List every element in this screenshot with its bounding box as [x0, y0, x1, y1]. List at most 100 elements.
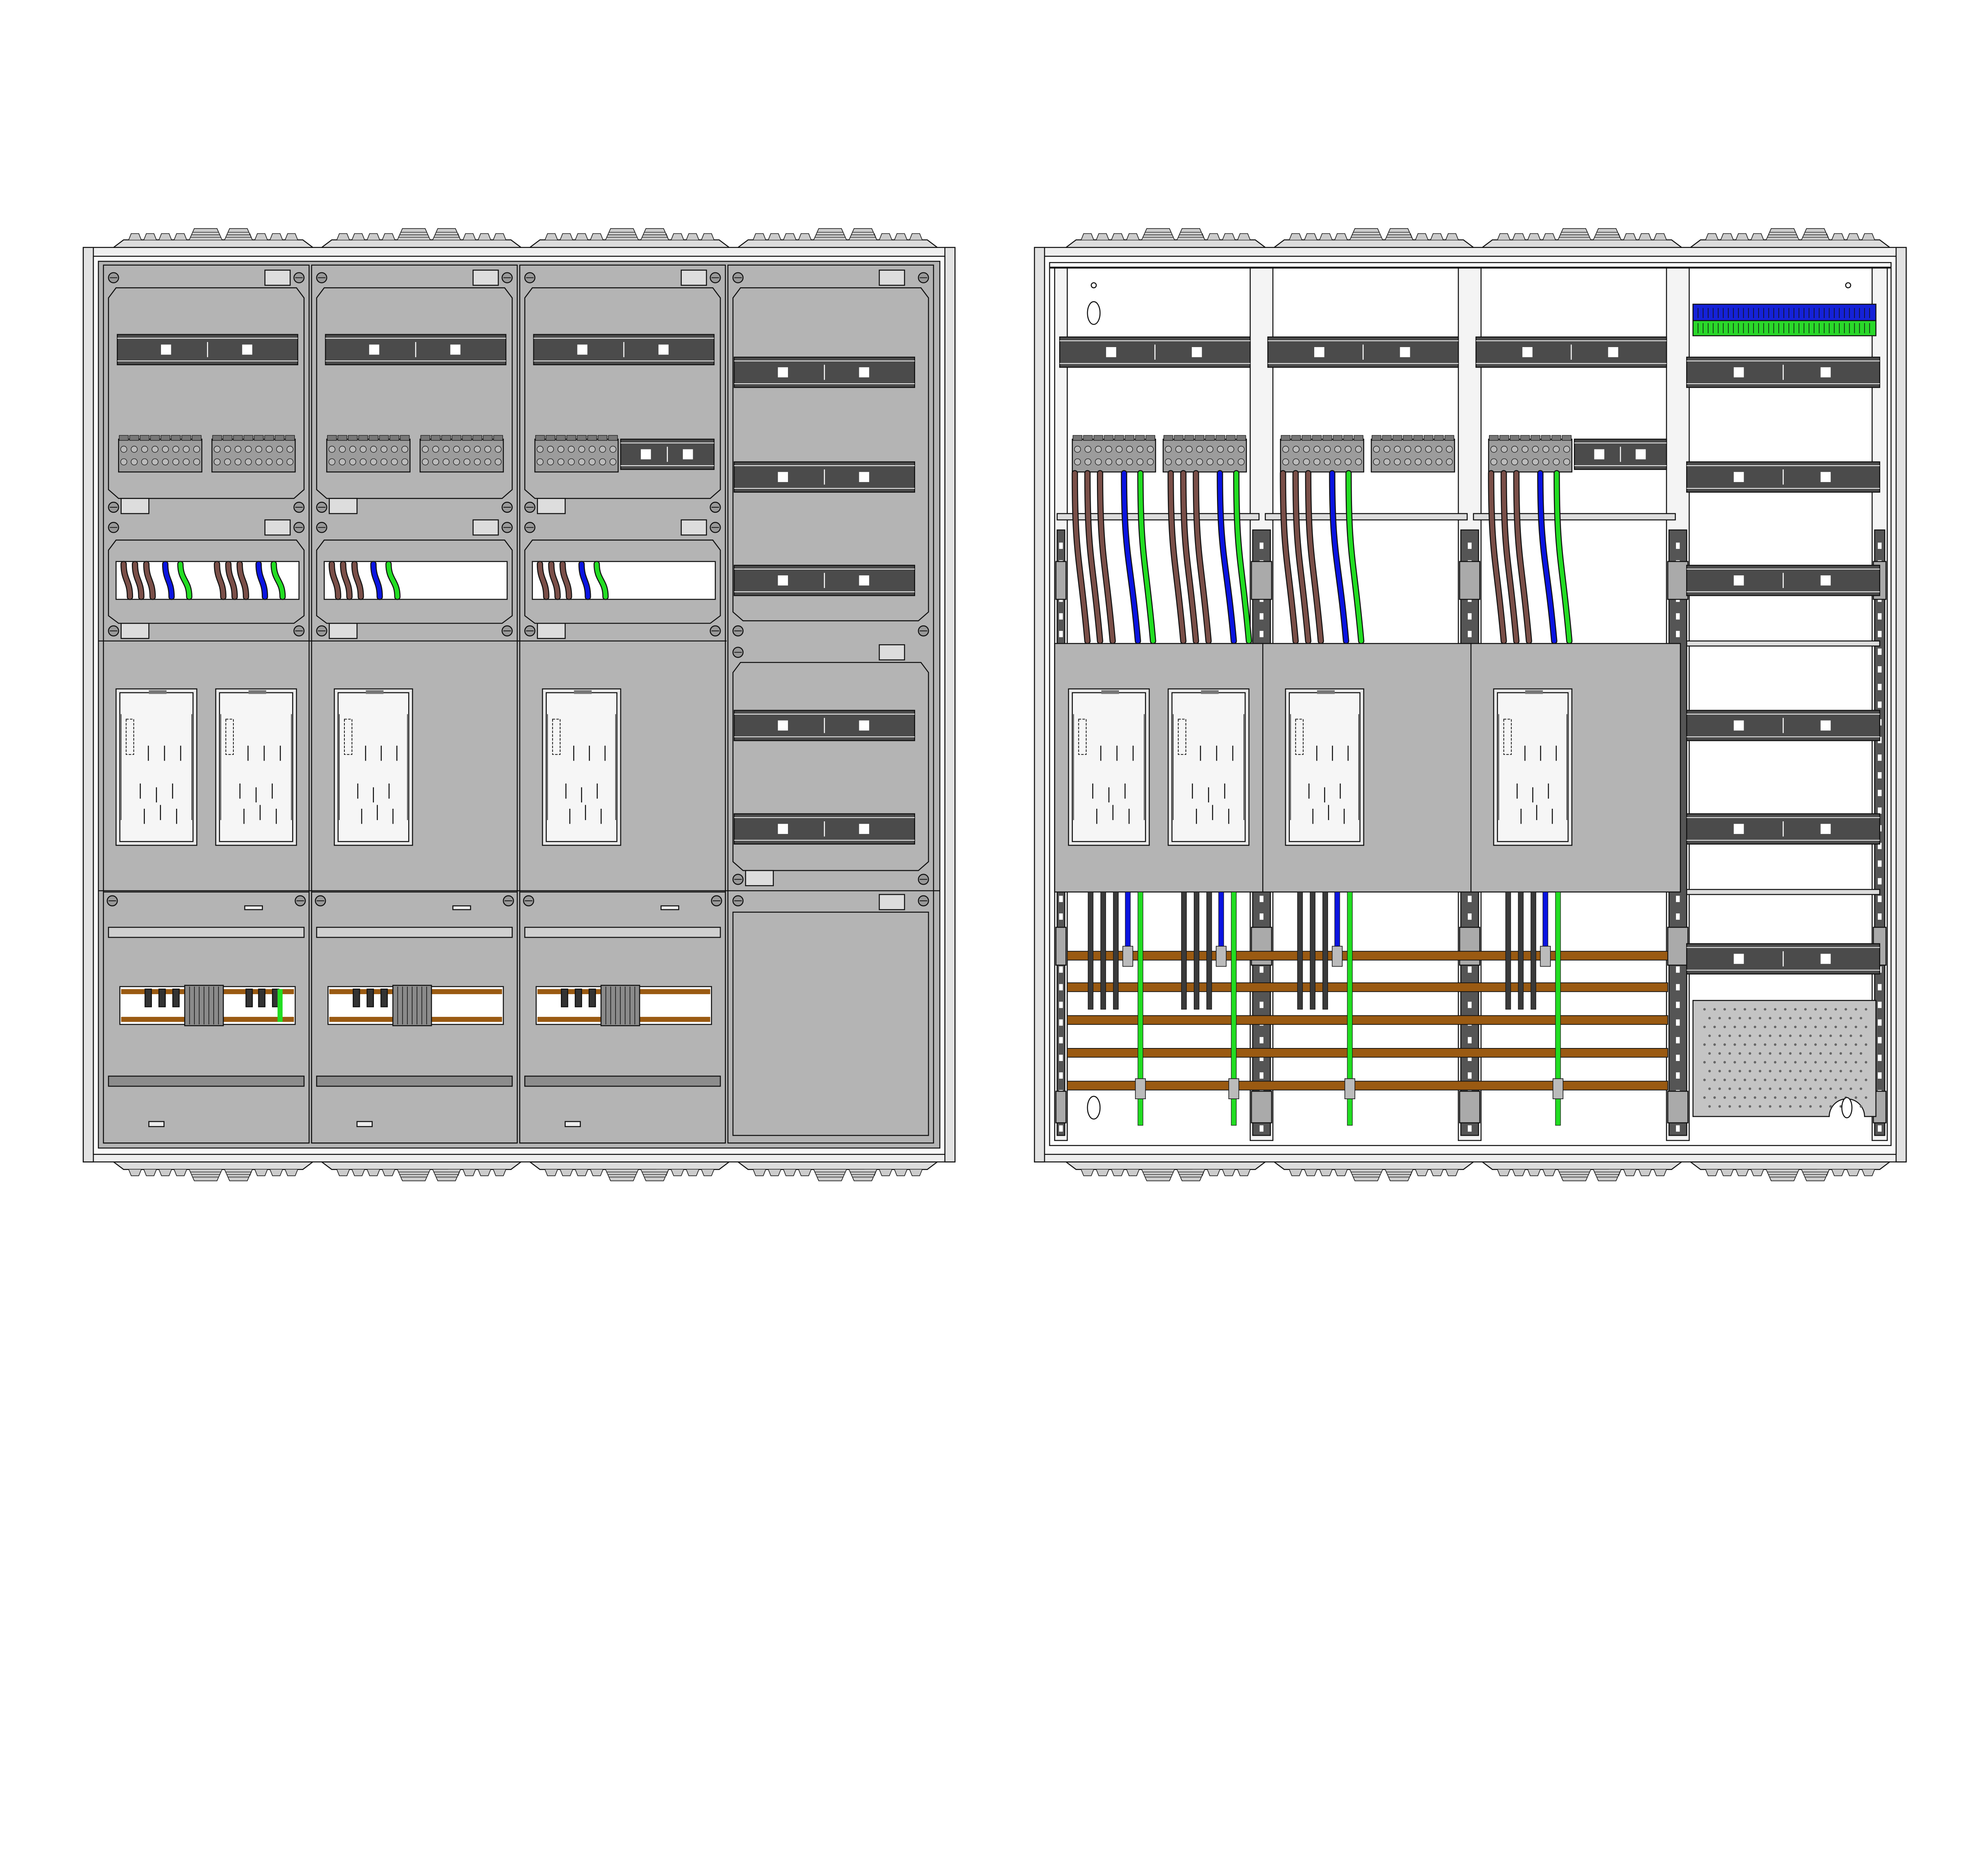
conductor-clamp — [1332, 946, 1343, 967]
din-rail-slot — [1314, 347, 1324, 357]
gland-knob — [1304, 1169, 1317, 1176]
perforation — [1723, 1008, 1726, 1011]
support-hole — [1676, 1125, 1680, 1132]
gland-base — [1481, 1161, 1683, 1170]
wire-phase — [1073, 471, 1090, 643]
cabinet-drawing — [83, 228, 1907, 1181]
perforation — [1809, 1034, 1812, 1037]
terminal-screw — [1553, 445, 1560, 453]
terminal-screw — [1542, 458, 1550, 466]
din-rail — [1574, 438, 1667, 470]
terminal-screw — [432, 458, 439, 466]
terminal-clamp — [597, 435, 608, 441]
perforated-plate — [1692, 1000, 1877, 1118]
terminal-screw — [1324, 445, 1331, 453]
gland-knob — [174, 1169, 187, 1176]
cable-entry-gland — [1481, 228, 1683, 248]
din-rail-slot — [577, 344, 588, 355]
terminal-block-body — [1280, 438, 1365, 473]
terminal-screw — [1175, 445, 1182, 453]
perforation — [1799, 1052, 1802, 1055]
gland-knob — [1720, 233, 1734, 240]
gland-knob — [544, 233, 558, 240]
terminal-clamp — [1489, 435, 1499, 441]
perforation — [1819, 1034, 1822, 1037]
perforation — [1829, 1034, 1832, 1037]
din-rail-slot — [778, 720, 788, 731]
meter-mounting-board — [1167, 688, 1250, 846]
cable-entry-gland — [736, 228, 939, 248]
gland-cone — [224, 228, 253, 240]
perforation — [1824, 1078, 1827, 1081]
perforation — [1723, 1096, 1726, 1099]
terminal-screw — [1394, 458, 1401, 466]
din-rail-slot — [1820, 367, 1831, 377]
perforation — [1713, 1008, 1716, 1011]
terminal-block — [1162, 435, 1247, 473]
gland-cone — [397, 228, 431, 240]
terminal-screw — [255, 458, 263, 466]
gland-knob — [894, 233, 908, 240]
meter-board-clip — [1295, 719, 1304, 755]
gland-knob — [768, 1169, 781, 1176]
din-rail-slot — [369, 344, 379, 355]
terminal-screw — [266, 458, 273, 466]
perforation — [1723, 1078, 1726, 1081]
perforation — [1794, 1026, 1797, 1028]
perforation — [1824, 1043, 1827, 1046]
perforation — [1713, 1096, 1716, 1099]
gland-knob — [753, 233, 766, 240]
conductor-clamp — [1552, 1078, 1563, 1100]
gland-knob — [1750, 1169, 1764, 1176]
terminal-block — [534, 435, 619, 473]
support-hole — [1468, 542, 1472, 549]
support-hole — [1260, 1125, 1263, 1132]
perforation — [1839, 1087, 1842, 1090]
terminal-clamp — [1434, 435, 1444, 441]
cross-bar — [1473, 513, 1676, 521]
perforation — [1844, 1078, 1847, 1081]
terminal-screw — [234, 445, 242, 453]
terminal-block — [1072, 435, 1156, 473]
perforation — [1764, 1061, 1766, 1064]
perforation — [1774, 1008, 1777, 1011]
latch — [356, 1121, 373, 1127]
perforation — [1864, 1061, 1868, 1064]
gland-knob — [382, 1169, 395, 1176]
phase-conductor — [1322, 891, 1328, 1010]
perforation — [1844, 1061, 1847, 1064]
terminal-screw — [1217, 458, 1224, 466]
perforation — [1769, 1070, 1772, 1072]
gland-cone — [189, 1169, 222, 1181]
meter-mounting-board — [334, 688, 413, 846]
perforation — [1708, 1087, 1711, 1090]
gland-knob — [382, 233, 395, 240]
apz-cover-bottom — [524, 1076, 721, 1087]
terminal-screw — [495, 458, 502, 466]
busbar-contact — [366, 989, 374, 1007]
terminal-screw — [1237, 445, 1245, 453]
gland-knob — [1319, 1169, 1333, 1176]
din-rail-slot — [658, 344, 669, 355]
wire-neutral — [256, 562, 267, 599]
terminal-screw — [1282, 445, 1289, 453]
gland-knob — [1846, 233, 1860, 240]
cabinet-side-post — [1034, 247, 1045, 1163]
terminal-screw — [1511, 458, 1518, 466]
din-rail-slot — [778, 472, 788, 482]
meter-board-hook — [1101, 690, 1119, 694]
terminal-screw — [131, 445, 138, 453]
meter-mounting-board — [1285, 688, 1365, 846]
gland-knob — [1846, 1169, 1860, 1176]
terminal-clamp — [608, 435, 618, 441]
perforation — [1723, 1061, 1726, 1064]
gland-cone — [397, 1169, 431, 1181]
support-hole — [1676, 1037, 1680, 1044]
terminal-clamp — [337, 435, 348, 441]
conductor-clamp — [1135, 1078, 1146, 1100]
gland-knob — [1735, 1169, 1749, 1176]
support-hole — [1260, 631, 1263, 638]
gland-knob — [560, 233, 573, 240]
terminal-block — [420, 435, 504, 473]
gland-knob — [753, 1169, 766, 1176]
